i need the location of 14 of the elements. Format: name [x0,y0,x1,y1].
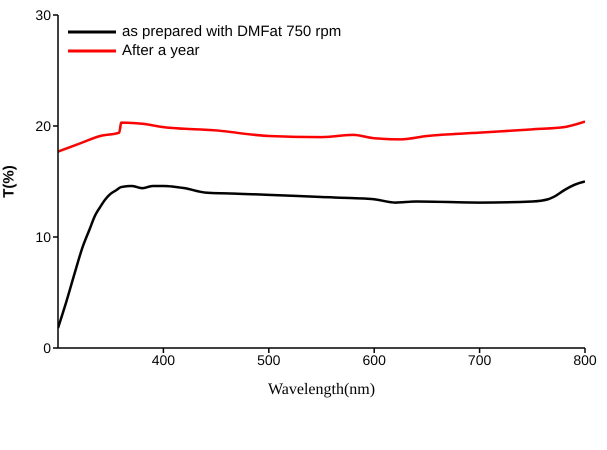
y-axis-title: T(%) [0,165,18,198]
x-tick-label: 400 [152,352,176,368]
x-tick-label: 500 [257,352,281,368]
x-tick-label: 600 [362,352,386,368]
y-tick-label: 20 [35,118,52,134]
x-tick-label: 800 [573,352,597,368]
line-series [58,120,585,153]
x-tick-label: 700 [468,352,492,368]
y-tick-label: 0 [43,340,52,356]
legend-label: After a year [122,42,200,59]
y-tick-label: 10 [35,228,52,245]
legend-label: as prepared with DMFat 750 rpm [122,23,342,40]
x-axis-title: Wavelength(nm) [268,381,376,398]
y-tick-label: 30 [35,6,52,23]
